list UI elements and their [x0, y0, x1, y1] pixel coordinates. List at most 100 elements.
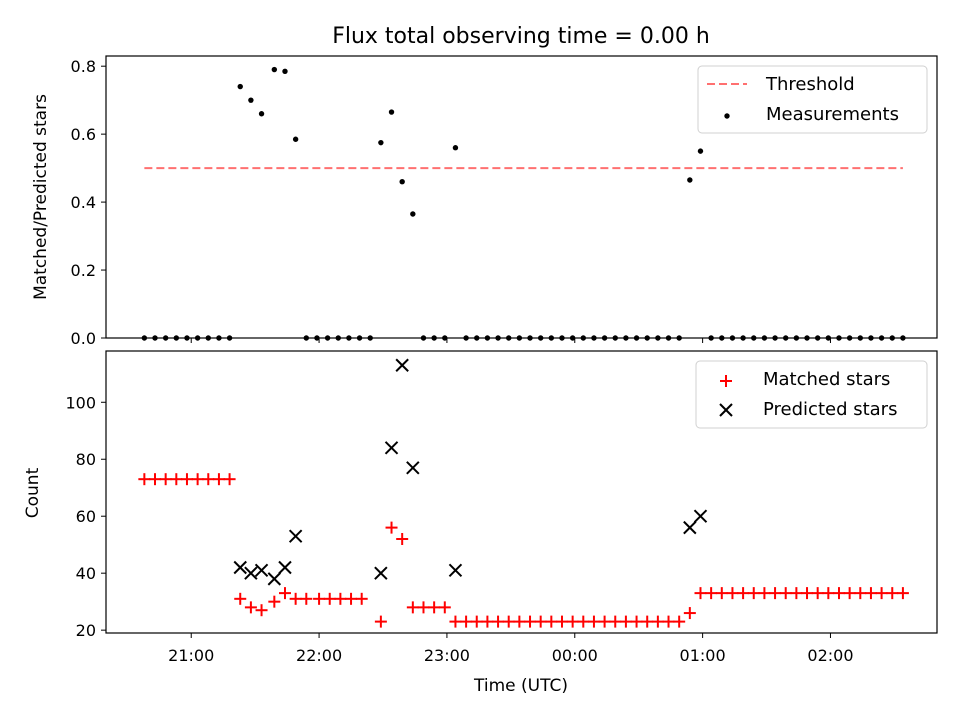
ratio-legend-box [697, 65, 928, 134]
measurement-point [452, 145, 459, 151]
matched-stars-point [875, 587, 888, 600]
matched-stars-point [705, 587, 718, 600]
y-tick-label: 0.4 [71, 193, 96, 212]
matched-stars-point [886, 587, 899, 600]
measurement-point [282, 68, 288, 74]
matched-stars-point [896, 587, 909, 600]
matched-stars-point [726, 587, 739, 600]
x-tick-label: 00:00 [552, 646, 598, 665]
predicted-stars-point [267, 572, 282, 586]
figure-title: Flux total observing time = 0.00 h [332, 24, 710, 49]
matched-stars-point [334, 592, 347, 605]
matched-stars-point [577, 615, 590, 628]
x-tick-label: 23:00 [424, 646, 470, 665]
y-tick-label: 0.6 [71, 125, 96, 144]
matched-stars-point [513, 615, 526, 628]
measurement-point [697, 148, 704, 154]
matched-stars-point [417, 601, 430, 614]
x-tick-label: 01:00 [680, 646, 726, 665]
ratio-panel-frame [105, 55, 938, 339]
matched-stars-point [801, 587, 814, 600]
matched-stars-point [619, 615, 632, 628]
y-tick-label: 100 [65, 393, 96, 412]
measurement-point [687, 177, 693, 183]
matched-stars-point [630, 615, 643, 628]
matched-stars-point [223, 473, 236, 486]
matched-stars-point [149, 473, 162, 486]
predicted-stars-point [288, 529, 303, 543]
matched-stars-point [769, 587, 782, 600]
measurement-point [378, 139, 384, 146]
count-legend: Matched stars Predicted stars [695, 360, 928, 429]
matched-stars-point [715, 587, 728, 600]
measurement-point [292, 136, 299, 142]
matched-stars-point [278, 587, 291, 600]
ratio-panel: Matched/Predicted stars 0.00.20.40.60.8 … [31, 55, 938, 348]
matched-stars-point [244, 601, 257, 614]
matched-stars-point [864, 587, 877, 600]
measurement-point [399, 179, 405, 185]
matched-stars-point [790, 587, 803, 600]
matched-stars-point [854, 587, 867, 600]
matched-stars-point [345, 592, 358, 605]
legend-matched-label: Matched stars [763, 369, 890, 390]
ratio-legend: Threshold Measurements [697, 65, 928, 134]
matched-stars-point [492, 615, 505, 628]
matched-stars-point [609, 615, 622, 628]
matched-stars-point [313, 592, 326, 605]
predicted-stars-point [233, 560, 247, 575]
matched-stars-point [662, 615, 675, 628]
matched-stars-point [651, 615, 664, 628]
matched-stars-point [822, 587, 835, 600]
matched-stars-point [587, 615, 600, 628]
matched-stars-point [545, 615, 558, 628]
matched-stars-point [694, 587, 707, 600]
measurement-point [248, 97, 254, 103]
matched-stars-point [449, 615, 462, 628]
matched-stars-point [481, 615, 494, 628]
matched-stars-point [747, 587, 760, 600]
matched-stars-point [460, 615, 473, 628]
matched-stars-point [355, 592, 368, 605]
x-tick-label: 22:00 [296, 646, 342, 665]
predicted-stars-point [395, 358, 409, 372]
matched-stars-point [811, 587, 824, 600]
y-tick-label: 0.8 [71, 57, 96, 76]
predicted-stars-point [406, 461, 420, 475]
matched-stars-point [779, 587, 792, 600]
matched-stars-point [438, 601, 451, 614]
matched-stars-point [170, 473, 183, 486]
y-tick-label: 40 [76, 564, 96, 583]
matched-stars-point [385, 521, 398, 534]
matched-stars-point [843, 587, 856, 600]
matched-stars-point [212, 473, 225, 486]
count-legend-box [695, 360, 928, 429]
matched-stars-point [673, 615, 686, 628]
matched-stars-point [598, 615, 611, 628]
measurement-point [271, 66, 278, 73]
predicted-stars-point [384, 441, 399, 455]
predicted-stars-point [278, 560, 292, 575]
y-tick-label: 0.2 [71, 261, 96, 280]
legend-threshold-label: Threshold [765, 74, 855, 95]
measurement-point [258, 111, 265, 117]
matched-stars-point [428, 601, 441, 614]
matched-stars-point [737, 587, 750, 600]
matched-stars-point [191, 473, 204, 486]
count-y-axis-label: Count [23, 467, 43, 518]
x-tick-label: 02:00 [807, 646, 853, 665]
matched-stars-point [300, 592, 313, 605]
matched-stars-point [566, 615, 579, 628]
predicted-stars-point [693, 509, 708, 523]
matched-stars-point [268, 595, 281, 608]
legend-predicted-swatch [719, 403, 733, 417]
matched-stars-point [534, 615, 547, 628]
y-tick-label: 60 [76, 507, 96, 526]
matched-stars-point [470, 615, 483, 628]
matched-stars-point [832, 587, 845, 600]
y-tick-label: 0.0 [71, 329, 96, 348]
measurement-point [410, 211, 416, 217]
matched-stars-point [555, 615, 568, 628]
matched-stars-point [396, 533, 409, 545]
